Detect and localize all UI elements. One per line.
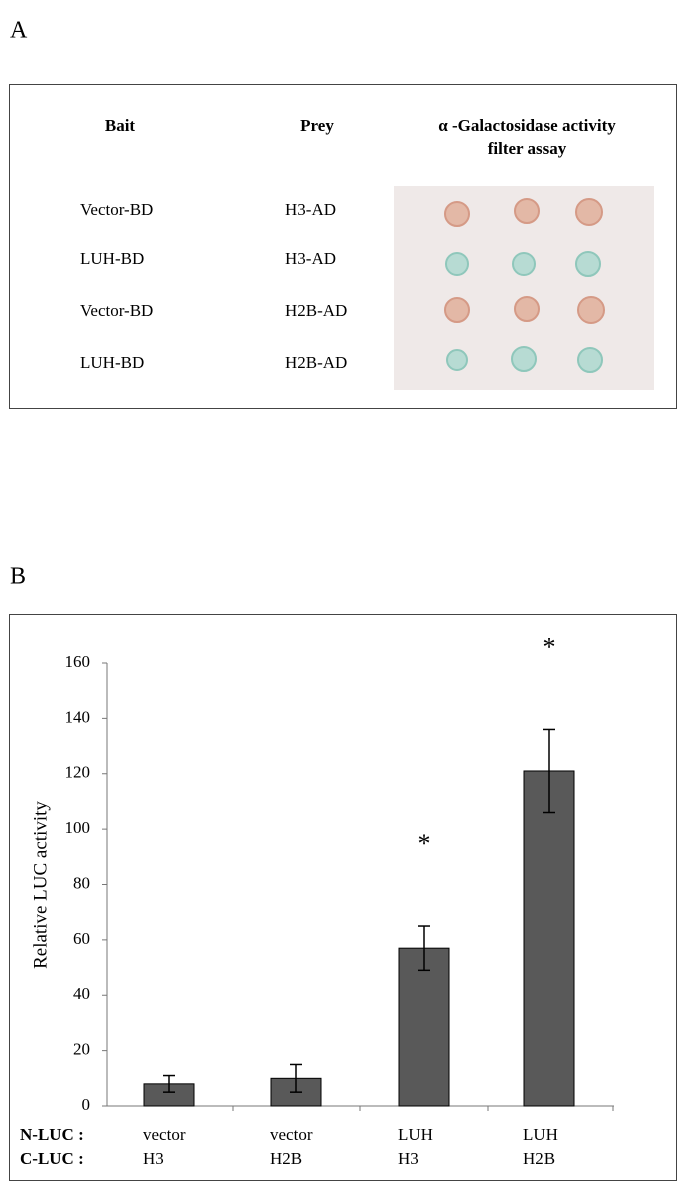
- y-tick-label: 160: [65, 652, 91, 671]
- x-tick-label: vector: [270, 1125, 313, 1144]
- dot: [512, 252, 536, 276]
- significance: *: [418, 829, 431, 858]
- y-tick-label: 0: [82, 1095, 91, 1114]
- x-tick-label: LUH: [523, 1125, 558, 1144]
- significance: *: [543, 632, 556, 661]
- x-tick-label: vector: [143, 1125, 186, 1144]
- panel-box: [9, 84, 677, 409]
- bar: [398, 947, 450, 1107]
- panel-label: B: [10, 564, 26, 590]
- prey: H2B-AD: [285, 353, 347, 372]
- panel-box: [9, 614, 677, 1181]
- prey: H3-AD: [285, 249, 336, 268]
- bait: LUH-BD: [80, 249, 144, 268]
- y-tick-label: 140: [65, 707, 91, 726]
- header: filter assay: [488, 139, 567, 158]
- y-axis-label: Relative LUC activity: [30, 801, 51, 969]
- header: Bait: [105, 116, 136, 135]
- x-tick-label-2: H2B: [270, 1149, 302, 1168]
- x-tick-label-2: H2B: [523, 1149, 555, 1168]
- x-tick-label: LUH: [398, 1125, 433, 1144]
- dot: [511, 346, 537, 372]
- row-label: C-LUC :: [20, 1149, 84, 1168]
- dot: [575, 198, 603, 226]
- filter-image: [394, 186, 654, 390]
- y-tick-label: 20: [73, 1040, 90, 1059]
- y-tick-label: 120: [65, 763, 91, 782]
- row-label: N-LUC :: [20, 1125, 84, 1144]
- dot: [445, 252, 469, 276]
- dot: [444, 201, 470, 227]
- y-tick-label: 80: [73, 873, 90, 892]
- dot: [444, 297, 470, 323]
- blue-dots: [445, 251, 603, 373]
- bait: LUH-BD: [80, 353, 144, 372]
- red-dots: [444, 198, 605, 324]
- header: α -Galactosidase activity: [438, 116, 616, 135]
- bait: Vector-BD: [80, 301, 153, 320]
- dot: [575, 251, 601, 277]
- dot: [446, 349, 468, 371]
- y-tick-label: 40: [73, 984, 90, 1003]
- y-tick-label: 60: [73, 929, 90, 948]
- panel-label: A: [10, 18, 28, 44]
- bar: [523, 770, 575, 1107]
- header: Prey: [300, 116, 334, 135]
- y-tick-label: 100: [65, 818, 91, 837]
- dot: [577, 296, 605, 324]
- dot: [514, 296, 540, 322]
- x-tick-label-2: H3: [143, 1149, 164, 1168]
- x-tick-label-2: H3: [398, 1149, 419, 1168]
- bait: Vector-BD: [80, 200, 153, 219]
- prey: H2B-AD: [285, 301, 347, 320]
- prey: H3-AD: [285, 200, 336, 219]
- dot: [577, 347, 603, 373]
- dot: [514, 198, 540, 224]
